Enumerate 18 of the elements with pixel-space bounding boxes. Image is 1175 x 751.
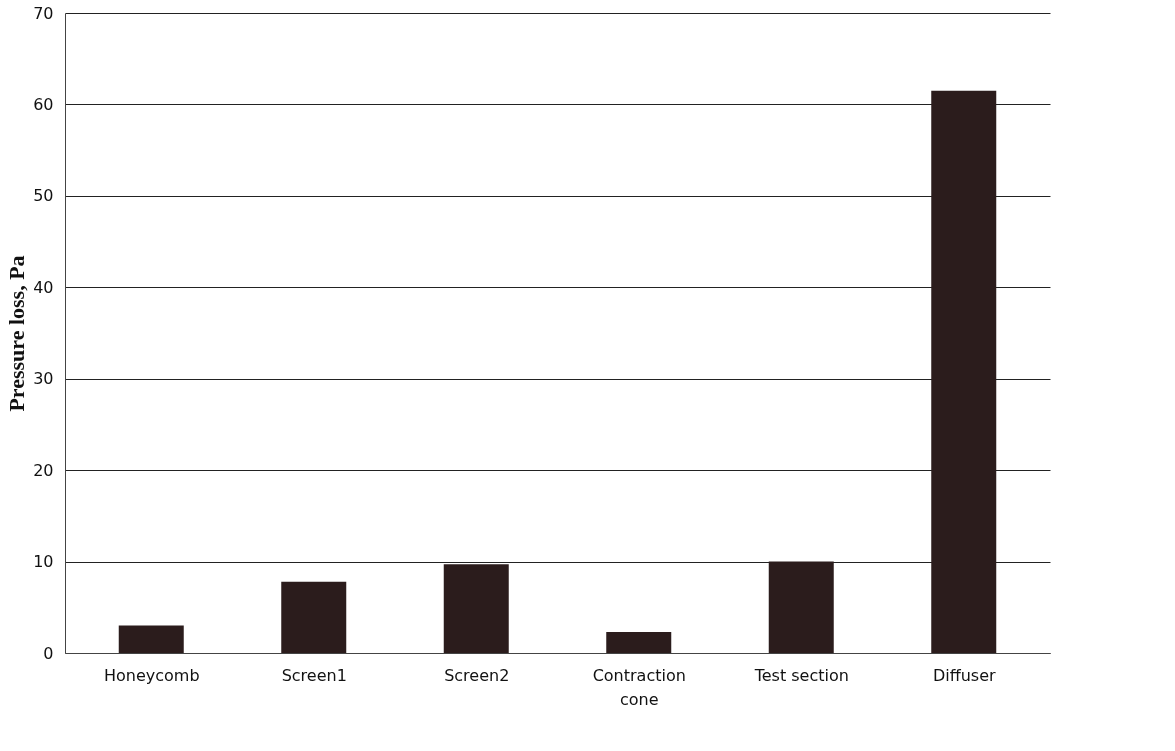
y-tick-label: 50 xyxy=(33,186,54,206)
y-tick-label: 20 xyxy=(33,460,54,480)
y-tick-label: 70 xyxy=(33,3,54,23)
bar xyxy=(118,625,184,653)
bar xyxy=(606,631,672,653)
y-tick-label: 30 xyxy=(33,369,54,389)
y-tick-label: 60 xyxy=(33,94,54,114)
x-tick-label: Screen2 xyxy=(444,665,510,685)
x-tick-label: Contraction cone xyxy=(592,665,686,709)
x-tick-label: Honeycomb xyxy=(103,665,200,685)
y-tick-label: 40 xyxy=(33,277,54,297)
y-tick-label: 10 xyxy=(33,552,54,572)
y-tick-label: 0 xyxy=(43,643,54,663)
x-tick-label: Screen1 xyxy=(281,665,347,685)
y-axis-title: Pressure loss, Pa xyxy=(4,255,30,412)
x-tick-label: Diffuser xyxy=(932,665,997,685)
x-tick-label: Test section xyxy=(753,665,849,685)
bar xyxy=(281,581,347,653)
